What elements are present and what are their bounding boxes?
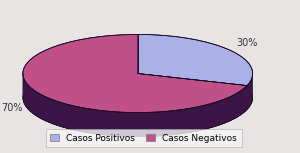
Polygon shape <box>23 73 253 137</box>
Polygon shape <box>23 68 247 137</box>
Polygon shape <box>247 68 253 110</box>
Text: 30%: 30% <box>237 37 258 47</box>
Polygon shape <box>138 34 253 86</box>
Ellipse shape <box>23 58 253 137</box>
Legend: Casos Positivos, Casos Negativos: Casos Positivos, Casos Negativos <box>46 129 242 147</box>
Polygon shape <box>23 34 247 113</box>
Text: 70%: 70% <box>2 103 23 113</box>
